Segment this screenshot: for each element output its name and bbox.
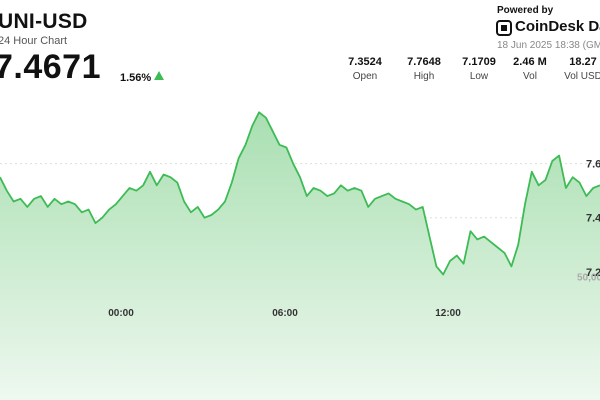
x-tick-label: 06:00 [272,308,298,319]
x-tick-label: 12:00 [435,308,461,319]
coindesk-logo-icon [496,20,512,36]
stat-value: 7.1709 [462,56,496,68]
stat-volume-usd: 18.27 Vol USD [548,56,600,82]
stat-high: 7.7648 High [389,56,459,82]
y-tick-label: 7.2 [586,267,600,279]
timestamp: 18 Jun 2025 18:38 (GMT [497,40,600,51]
stat-label: High [413,71,435,82]
stat-label: Open [352,71,378,82]
stat-label: Vol USD [564,71,600,82]
volume-tick-label: 50,000 [577,273,600,284]
stat-value: 7.3524 [348,56,382,68]
brand-name: CoinDesk Data [515,18,600,35]
page-title: UNI-USD [0,10,88,33]
price-area [0,112,600,400]
price-change: 1.56% [120,72,152,84]
stat-volume: 2.46 M Vol [495,56,565,82]
stat-value: 7.7648 [407,56,441,68]
stat-open: 7.3524 Open [330,56,400,82]
stat-value: 18.27 [569,56,597,68]
chart-subtitle: 24 Hour Chart [0,35,68,47]
powered-by-label: Powered by [497,5,554,16]
y-tick-label: 7.4 [586,213,600,225]
current-price: 7.4671 [0,48,101,86]
y-tick-label: 7.6 [586,159,600,171]
stat-low: 7.1709 Low [444,56,514,82]
stat-label: Low [469,71,489,82]
price-line [0,111,600,276]
stat-value: 2.46 M [513,56,547,68]
x-tick-label: 00:00 [108,308,134,319]
axis-labels: 7.6 7.4 7.2 00:00 06:00 12:00 50,000 [108,159,600,319]
up-arrow-icon [154,71,164,80]
stat-label: Vol [523,71,537,82]
